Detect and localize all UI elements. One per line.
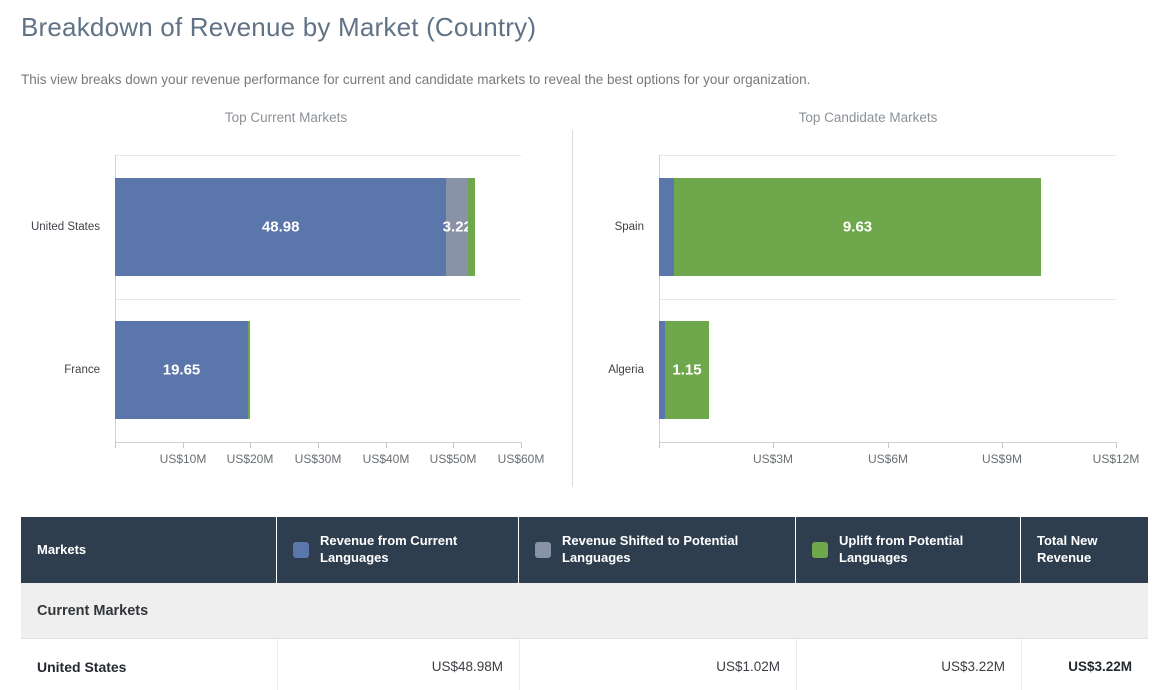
legend-swatch-current [293,542,309,558]
axis-tick-label: US$10M [159,452,207,466]
cell-value: US$3.22M [796,639,1021,690]
legend-swatch-shifted [535,542,551,558]
cell-value: US$1.02M [519,639,796,690]
axis-tick-label: US$50M [429,452,477,466]
bar-segment-uplift[interactable]: 1.15 [665,321,709,419]
axis-tick [888,442,889,448]
axis-tick [183,442,184,448]
table-header-row: Markets Revenue from Current Languages Rev… [21,517,1148,583]
axis-tick-label: US$6M [867,452,908,466]
column-header-1: Revenue from Current Languages [277,517,519,583]
table-row: United States US$48.98M US$1.02M US$3.22M US… [21,638,1148,690]
column-header-label: Markets [37,541,87,557]
axis-tick [115,442,116,448]
axis-tick [1116,442,1117,448]
axis-tick [1002,442,1003,448]
axis-tick-label: US$30M [294,452,342,466]
section-label: Current Markets [37,602,149,619]
page-title: Breakdown of Revenue by Market (Country) [21,12,537,42]
cell-value: US$48.98M [277,639,519,690]
axis-tick-label: US$60M [497,452,545,466]
chart-title: Top Current Markets [224,110,348,125]
bar-segment-current[interactable]: 48.98 [115,178,447,276]
bar-segment-uplift[interactable] [248,321,251,419]
axis-tick [250,442,251,448]
bar-value-label: 3.22 [442,218,472,236]
column-header-0: Markets [21,517,277,583]
axis-tick [386,442,387,448]
axis-tick-label: US$12M [1092,452,1140,466]
bar-value-label: 48.98 [261,218,300,236]
gridline [115,155,521,156]
category-label: United States [30,221,100,233]
axis-tick [773,442,774,448]
category-label: France [64,364,100,376]
axis-tick-label: US$40M [362,452,410,466]
charts-area: Top Current Markets US$10M US$20M US$30M US… [0,100,1158,500]
chart-title: Top Candidate Markets [798,110,938,125]
bar-value-label: 19.65 [162,361,201,379]
bar-segment-current[interactable] [659,321,666,419]
gridline [659,299,1116,300]
bar-segment-current[interactable] [659,178,675,276]
axis-tick-label: US$9M [981,452,1022,466]
category-label: Spain [614,221,644,233]
y-axis-line [115,155,116,442]
table-section-row: Current Markets [21,583,1148,638]
bar-segment-uplift[interactable] [468,178,476,276]
gridline [659,155,1116,156]
cell-total-new-revenue: US$3.22M [1021,639,1148,690]
y-axis-line [659,155,660,442]
markets-table: Markets Revenue from Current Languages Rev… [21,517,1148,690]
axis-tick-label: US$20M [226,452,274,466]
plot-area: US$3M US$6M US$9M US$12M 9.63 1.15 [659,155,1139,466]
axis-tick [318,442,319,448]
bar-segment-current[interactable]: 19.65 [115,321,248,419]
column-header-4: Total New Revenue [1021,517,1148,583]
cell-market: United States [37,658,127,675]
axis-tick-label: US$3M [752,452,793,466]
axis-tick [453,442,454,448]
chart-top-candidate-markets: Top Candidate Markets US$3M US$6M US$9M US$… [578,100,1158,490]
axis-tick [659,442,660,448]
column-header-label: Uplift from Potential Languages [839,533,964,565]
column-header-2: Revenue Shifted to Potential Languages [519,517,796,583]
column-header-label: Revenue from Current Languages [320,533,458,565]
page-subtitle: This view breaks down your revenue perfo… [21,72,811,87]
bar-value-label: 1.15 [672,361,702,379]
column-header-label: Total New Revenue [1037,533,1098,565]
gridline [115,299,521,300]
charts-divider [572,130,573,487]
legend-swatch-uplift [812,542,828,558]
bar-segment-shifted[interactable]: 3.22 [443,178,472,276]
plot-area: US$10M US$20M US$30M US$40M US$50M US$60M 48.9… [115,155,544,466]
x-axis-line [659,442,1116,443]
chart-top-current-markets: Top Current Markets US$10M US$20M US$30M US… [0,100,572,490]
bar-segment-uplift[interactable]: 9.63 [674,178,1041,276]
column-header-label: Revenue Shifted to Potential Languages [562,533,739,565]
axis-tick [521,442,522,448]
table-body: Current Markets United States US$48.98M US$… [21,583,1148,690]
category-label: Algeria [608,364,644,376]
bar-value-label: 9.63 [842,218,873,236]
column-header-3: Uplift from Potential Languages [796,517,1021,583]
